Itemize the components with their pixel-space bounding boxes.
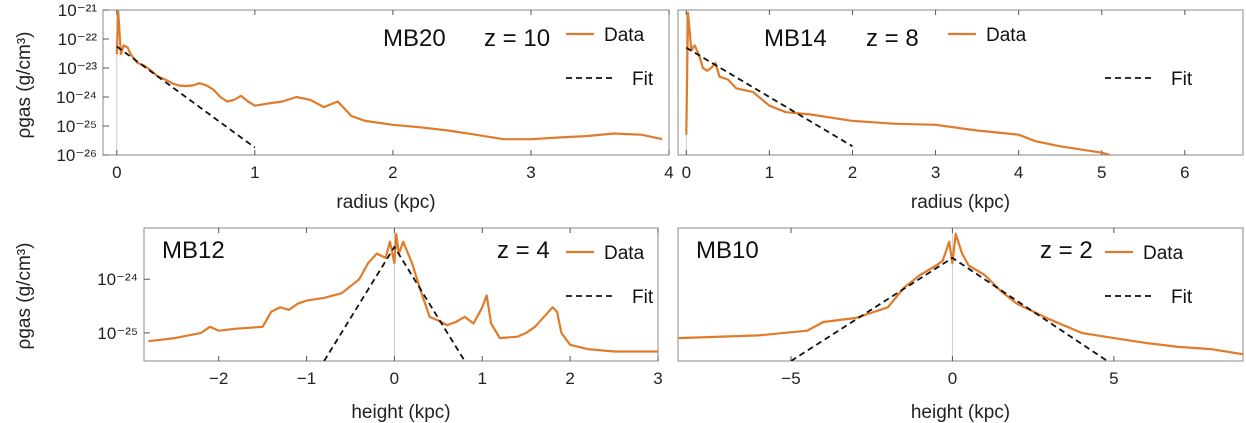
y-tick-label: 10⁻²⁵ [97,324,138,343]
x-tick-label: −5 [781,369,800,388]
x-tick-label: 6 [1180,163,1189,182]
x-tick-label: 0 [948,369,957,388]
panel-label: MB10 [696,237,759,264]
x-tick-label: 0 [112,163,121,182]
x-tick-label: 5 [1097,163,1106,182]
x-tick-label: 3 [526,163,535,182]
fit-line [116,45,256,149]
x-axis-title: radius (kpc) [911,192,1010,213]
legend-fit-label: Fit [632,287,654,308]
y-tick-label: 10⁻²³ [58,59,98,78]
plot-frame-mb12 [143,227,659,362]
x-axis-title: radius (kpc) [336,192,435,213]
y-axis-title: ρgas (g/cm³) [14,32,35,139]
x-tick-label: 0 [682,163,691,182]
plot-frame-mb14 [677,9,1244,156]
panel-label: MB12 [162,237,225,264]
y-tick-label: 10⁻²⁶ [56,146,97,165]
y-tick-label: 10⁻²¹ [58,1,98,20]
x-tick-label: 4 [664,163,673,182]
legend-data-label: Data [604,25,645,46]
x-tick-label: −2 [209,369,228,388]
data-line [148,232,658,353]
x-tick-label: −1 [297,369,316,388]
data-line [115,10,663,141]
fit-line [685,46,853,148]
data-line [685,11,1111,155]
x-tick-label: 5 [1109,369,1118,388]
y-axis-title: ρgas (g/cm³) [14,243,35,350]
x-tick-label: 3 [931,163,940,182]
x-axis-title: height (kpc) [911,402,1010,423]
legend-fit-label: Fit [1171,287,1193,308]
x-tick-label: 4 [1014,163,1023,182]
x-tick-label: 2 [388,163,397,182]
fit-line [323,245,466,361]
legend-fit-label: Fit [632,69,654,90]
redshift-label: z = 10 [484,25,550,52]
x-tick-label: 0 [390,369,399,388]
redshift-label: z = 4 [497,237,550,264]
panel-label: MB14 [764,25,827,52]
legend-fit-label: Fit [1171,69,1193,90]
x-tick-label: 1 [478,369,487,388]
plot-frame-mb10 [677,227,1244,362]
legend-data-label: Data [986,25,1027,46]
x-tick-label: 2 [848,163,857,182]
x-tick-label: 1 [250,163,259,182]
data-line [678,232,1243,356]
x-tick-label: 2 [565,369,574,388]
y-tick-label: 10⁻²⁴ [56,88,97,107]
plot-frame-mb20 [102,9,670,156]
legend-data-label: Data [604,243,645,264]
x-tick-label: 1 [765,163,774,182]
legend-data-label: Data [1143,243,1184,264]
x-axis-title: height (kpc) [351,402,450,423]
fit-line [790,256,1108,361]
x-tick-label: 3 [653,369,662,388]
panel-label: MB20 [383,25,446,52]
y-tick-label: 10⁻²⁴ [97,270,138,289]
y-tick-label: 10⁻²² [58,30,98,49]
redshift-label: z = 8 [866,25,919,52]
y-tick-label: 10⁻²⁵ [56,117,97,136]
redshift-label: z = 2 [1040,237,1093,264]
